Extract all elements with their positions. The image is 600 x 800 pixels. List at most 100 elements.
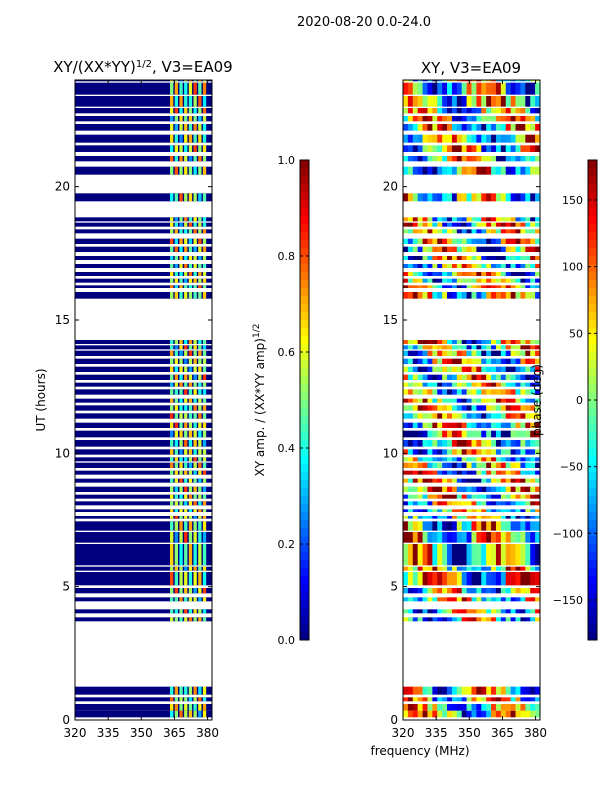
phase-cell [500, 366, 507, 372]
phase-cell [500, 256, 507, 260]
phase-colorbar-gradient [588, 536, 597, 545]
phase-cell [417, 108, 423, 114]
phase-cell [403, 405, 409, 411]
amplitude-cell [174, 229, 178, 234]
phase-colorbar-gradient [588, 408, 597, 417]
phase-cell [447, 382, 453, 387]
amplitude-cell [184, 494, 188, 499]
amplitude-cell [170, 358, 174, 364]
amplitude-cell [188, 124, 193, 131]
amplitude-cell [188, 256, 193, 260]
amplitude-cell [188, 389, 193, 395]
amplitude-cell [198, 124, 202, 131]
phase-cell [491, 124, 497, 131]
phase-cell [461, 501, 467, 506]
phase-cell [486, 509, 492, 512]
amplitude-row [75, 272, 212, 276]
amplitude-cell [198, 345, 202, 350]
phase-cell [476, 366, 482, 372]
phase-cell [422, 566, 428, 571]
phase-cell [491, 398, 497, 403]
phase-cell [403, 509, 409, 512]
phase-cell [407, 686, 414, 695]
phase-cell [447, 697, 453, 702]
phase-cell [437, 108, 443, 114]
phase-cell [456, 350, 463, 356]
amplitude-row [75, 486, 212, 492]
phase-cell [530, 222, 536, 227]
phase-cell [481, 521, 487, 531]
amplitude-row [75, 340, 212, 344]
phase-cell [505, 544, 511, 566]
amplitude-cell [188, 501, 193, 506]
phase-cell [530, 617, 536, 622]
phase-cell [510, 440, 516, 447]
phase-cell [461, 350, 467, 356]
amplitude-colorbar-gradient [300, 264, 309, 273]
phase-cell [461, 710, 467, 718]
phase-cell [456, 358, 463, 364]
phase-cell [437, 272, 443, 276]
phase-cell [442, 440, 448, 447]
phase-cell [500, 494, 507, 499]
phase-cell [486, 246, 492, 252]
phase-cell [403, 366, 409, 372]
amplitude-cell [179, 124, 183, 131]
phase-cell [412, 566, 418, 571]
amplitude-cell [174, 292, 178, 299]
phase-cell [403, 374, 409, 380]
phase-cell [491, 686, 497, 695]
amplitude-cell [193, 222, 197, 227]
phase-cell [466, 285, 472, 288]
phase-cell [466, 134, 472, 143]
phase-cell [422, 572, 428, 586]
phase-cell [515, 413, 521, 419]
phase-cell [535, 246, 541, 252]
phase-cell [403, 350, 409, 356]
phase-cell [495, 572, 502, 586]
phase-cell [442, 166, 448, 175]
phase-cell [530, 566, 536, 571]
phase-cell [417, 422, 423, 428]
phase-cell [412, 80, 418, 82]
phase-cell [451, 588, 458, 594]
phase-cell [412, 382, 418, 387]
amplitude-cell [170, 264, 174, 268]
phase-cell [417, 272, 423, 276]
amplitude-cell [184, 108, 188, 114]
phase-cell [442, 686, 448, 695]
amplitude-cell [188, 521, 193, 531]
phase-cell [505, 340, 511, 344]
phase-cell [495, 422, 502, 428]
phase-cell [491, 422, 497, 428]
phase-cell [427, 462, 433, 468]
phase-cell [500, 609, 507, 614]
phase-cell [535, 405, 541, 411]
amplitude-cell [202, 609, 207, 614]
phase-cell [515, 124, 521, 131]
phase-cell [495, 430, 502, 438]
phase-cell [456, 462, 463, 468]
phase-cell [520, 405, 526, 411]
phase-cell [456, 366, 463, 372]
phase-cell [530, 470, 536, 475]
phase-cell [407, 222, 414, 227]
phase-cell [447, 229, 453, 234]
phase-cell [427, 80, 433, 82]
phase-cell [437, 478, 443, 483]
phase-cell [407, 509, 414, 512]
amplitude-cell [170, 566, 174, 571]
phase-cell [530, 398, 536, 403]
amplitude-colorbar-gradient [300, 360, 309, 369]
phase-colorbar-gradient [588, 176, 597, 185]
phase-cell [515, 470, 521, 475]
amplitude-cell [193, 449, 197, 455]
phase-cell [476, 532, 482, 543]
phase-cell [466, 572, 472, 586]
phase-cell [520, 229, 526, 234]
phase-cell [427, 217, 433, 222]
amplitude-cell [202, 193, 207, 202]
phase-colorbar-gradient [588, 616, 597, 625]
